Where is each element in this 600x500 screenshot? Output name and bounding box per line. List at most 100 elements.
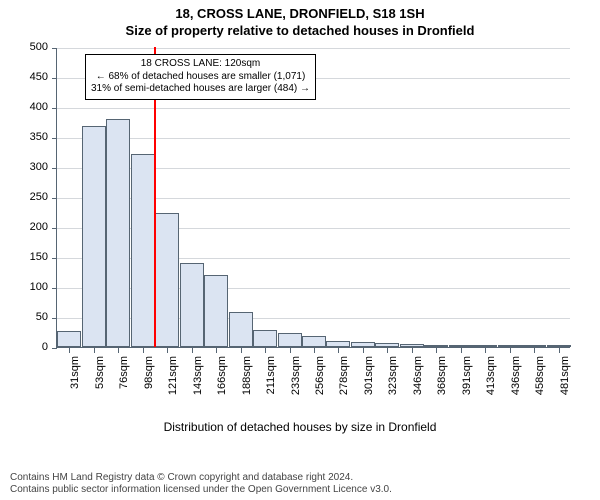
histogram-bar <box>400 344 424 347</box>
y-tick-label: 50 <box>1 311 48 323</box>
y-tick-mark <box>52 258 57 259</box>
y-tick-mark <box>52 168 57 169</box>
histogram-bar <box>522 345 546 347</box>
x-tick-mark <box>216 348 217 353</box>
histogram-bar <box>131 154 155 347</box>
page-title-main: 18, CROSS LANE, DRONFIELD, S18 1SH <box>0 0 600 21</box>
y-tick-mark <box>52 288 57 289</box>
grid-line <box>57 48 570 49</box>
histogram-bar <box>498 345 522 347</box>
y-tick-mark <box>52 198 57 199</box>
x-tick-label: 31sqm <box>69 356 81 406</box>
x-tick-mark <box>436 348 437 353</box>
y-tick-mark <box>52 48 57 49</box>
plot-region: 05010015020025030035040045050031sqm53sqm… <box>56 48 570 348</box>
x-tick-mark <box>534 348 535 353</box>
x-tick-mark <box>363 348 364 353</box>
y-tick-label: 450 <box>1 71 48 83</box>
x-tick-label: 301sqm <box>363 356 375 406</box>
x-tick-mark <box>192 348 193 353</box>
x-tick-mark <box>412 348 413 353</box>
histogram-bar <box>326 341 350 347</box>
x-tick-label: 391sqm <box>461 356 473 406</box>
x-tick-mark <box>387 348 388 353</box>
x-tick-mark <box>118 348 119 353</box>
y-tick-label: 400 <box>1 101 48 113</box>
grid-line <box>57 108 570 109</box>
histogram-bar <box>204 275 228 347</box>
histogram-bar <box>82 126 106 347</box>
x-tick-label: 346sqm <box>412 356 424 406</box>
x-tick-label: 98sqm <box>143 356 155 406</box>
x-tick-label: 413sqm <box>485 356 497 406</box>
histogram-bar <box>473 345 497 347</box>
x-tick-label: 278sqm <box>338 356 350 406</box>
histogram-bar <box>155 213 179 347</box>
y-tick-label: 200 <box>1 221 48 233</box>
y-tick-mark <box>52 318 57 319</box>
x-tick-label: 368sqm <box>436 356 448 406</box>
annotation-line-3: 31% of semi-detached houses are larger (… <box>91 83 310 96</box>
x-tick-mark <box>314 348 315 353</box>
x-tick-label: 481sqm <box>559 356 571 406</box>
histogram-bar <box>278 333 302 347</box>
y-tick-label: 350 <box>1 131 48 143</box>
histogram-bar <box>253 330 277 347</box>
annotation-box: 18 CROSS LANE: 120sqm← 68% of detached h… <box>85 54 316 100</box>
y-tick-label: 0 <box>1 341 48 353</box>
footer-attribution: Contains HM Land Registry data © Crown c… <box>0 472 600 496</box>
x-tick-label: 76sqm <box>118 356 130 406</box>
x-tick-mark <box>143 348 144 353</box>
histogram-bar <box>351 342 375 347</box>
x-tick-mark <box>510 348 511 353</box>
x-tick-mark <box>241 348 242 353</box>
histogram-bar <box>180 263 204 347</box>
histogram-bar <box>547 345 571 347</box>
x-tick-label: 166sqm <box>216 356 228 406</box>
footer-line-2: Contains public sector information licen… <box>10 484 590 496</box>
x-tick-label: 143sqm <box>192 356 204 406</box>
x-tick-label: 121sqm <box>167 356 179 406</box>
histogram-bar <box>229 312 253 347</box>
histogram-bar <box>302 336 326 347</box>
y-tick-label: 100 <box>1 281 48 293</box>
annotation-line-2: ← 68% of detached houses are smaller (1,… <box>91 71 310 84</box>
x-tick-label: 53sqm <box>94 356 106 406</box>
histogram-bar <box>449 345 473 347</box>
x-tick-mark <box>290 348 291 353</box>
y-tick-label: 150 <box>1 251 48 263</box>
x-tick-label: 256sqm <box>314 356 326 406</box>
y-tick-mark <box>52 138 57 139</box>
x-tick-label: 211sqm <box>265 356 277 406</box>
x-tick-mark <box>485 348 486 353</box>
page-title-sub: Size of property relative to detached ho… <box>0 21 600 38</box>
x-tick-mark <box>94 348 95 353</box>
histogram-bar <box>424 345 448 347</box>
grid-line <box>57 138 570 139</box>
annotation-line-1: 18 CROSS LANE: 120sqm <box>91 58 310 71</box>
footer-line-1: Contains HM Land Registry data © Crown c… <box>10 472 590 484</box>
y-tick-mark <box>52 228 57 229</box>
y-tick-label: 300 <box>1 161 48 173</box>
y-tick-mark <box>52 108 57 109</box>
x-axis-label: Distribution of detached houses by size … <box>0 420 600 434</box>
x-tick-mark <box>167 348 168 353</box>
histogram-bar <box>106 119 130 347</box>
x-tick-label: 323sqm <box>387 356 399 406</box>
y-tick-mark <box>52 348 57 349</box>
x-tick-label: 188sqm <box>241 356 253 406</box>
chart-area: Number of detached properties 0501001502… <box>0 40 600 440</box>
x-tick-mark <box>69 348 70 353</box>
x-tick-mark <box>559 348 560 353</box>
x-tick-label: 436sqm <box>510 356 522 406</box>
x-tick-mark <box>338 348 339 353</box>
y-tick-mark <box>52 78 57 79</box>
y-tick-label: 500 <box>1 41 48 53</box>
x-tick-mark <box>265 348 266 353</box>
histogram-bar <box>57 331 81 347</box>
x-tick-label: 458sqm <box>534 356 546 406</box>
y-tick-label: 250 <box>1 191 48 203</box>
x-tick-label: 233sqm <box>290 356 302 406</box>
x-tick-mark <box>461 348 462 353</box>
histogram-bar <box>375 343 399 347</box>
